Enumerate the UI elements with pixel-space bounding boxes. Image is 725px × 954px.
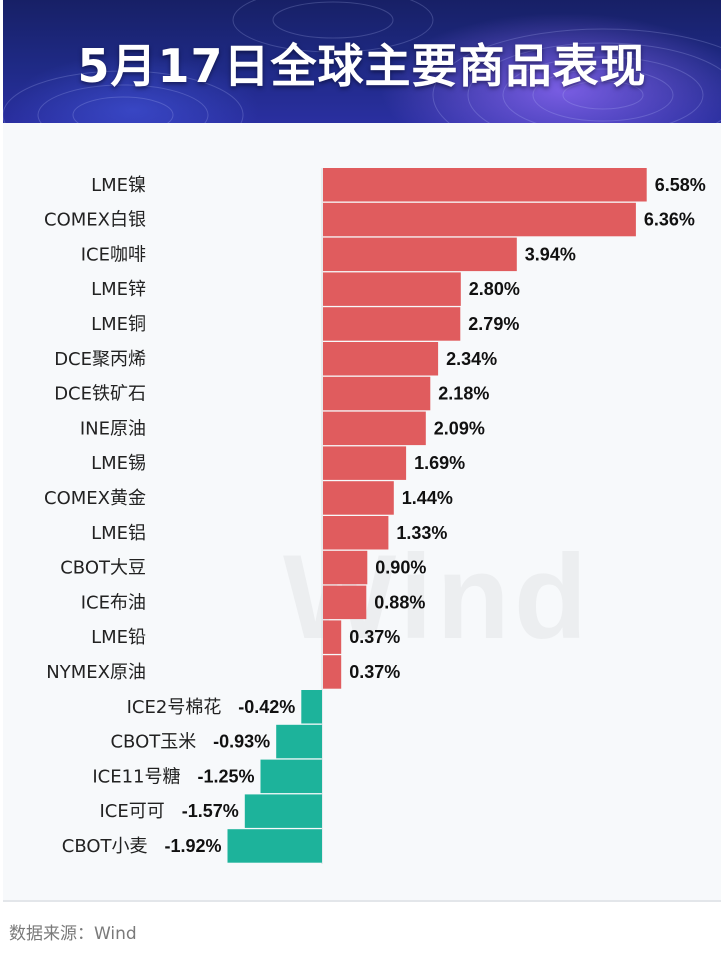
category-label: COMEX黄金 [44,488,146,509]
value-label: 1.33% [396,523,447,543]
value-label: -0.42% [238,697,295,717]
category-label: COMEX白银 [44,210,146,231]
category-label: LME铅 [91,627,146,648]
bar [323,376,431,411]
category-label: CBOT玉米 [110,732,196,753]
value-label: 0.90% [375,558,426,578]
bar [323,307,461,341]
value-label: 0.37% [349,627,400,647]
bar-chart: LME镍 6.58% COMEX白银 6.36% ICE咖啡 3.94% LME锌 2.80%… [44,168,706,864]
category-label: ICE布油 [81,592,146,613]
category-label: DCE聚丙烯 [54,349,146,370]
bar [323,550,368,585]
source-note: 数据来源：Wind [9,924,137,944]
category-label: INE原油 [80,418,146,439]
category-label: NYMEX原油 [46,662,146,683]
value-label: -0.93% [213,732,270,752]
bar [227,829,322,863]
value-label: 6.58% [655,175,706,195]
category-label: LME锌 [91,279,146,300]
category-label: LME镍 [91,175,146,196]
header-banner: 5月17日全球主要商品表现 [3,0,721,123]
value-label: 0.88% [374,592,425,612]
category-label: LME锡 [91,453,146,474]
bar [260,759,322,794]
bar [323,481,394,515]
bar [323,411,426,446]
bar [323,620,342,654]
bar [323,655,342,689]
value-label: 2.18% [438,384,489,404]
page-title: 5月17日全球主要商品表现 [77,39,647,93]
value-label: 2.34% [446,349,497,369]
bar [323,202,636,237]
bar [244,794,322,828]
category-label: ICE可可 [100,801,165,822]
value-label: 1.44% [402,488,453,508]
bar [276,724,322,759]
category-label: CBOT大豆 [60,558,146,579]
bar [323,272,461,306]
category-label: ICE11号糖 [92,766,180,787]
category-label: LME铝 [91,523,146,544]
value-label: 2.79% [468,314,519,334]
bar [323,168,647,202]
category-label: ICE2号棉花 [127,697,222,718]
value-label: -1.57% [182,801,239,821]
value-label: 3.94% [525,244,576,264]
bar [323,516,389,550]
bar [301,690,322,724]
category-label: LME铜 [91,314,146,335]
value-label: -1.25% [197,766,254,786]
value-label: 1.69% [414,453,465,473]
value-label: 0.37% [349,662,400,682]
value-label: 2.09% [434,418,485,438]
bar [323,585,367,620]
bar [323,237,517,272]
category-label: DCE铁矿石 [54,384,146,405]
value-label: 6.36% [644,210,695,230]
value-label: 2.80% [469,279,520,299]
value-label: -1.92% [164,836,221,856]
bar [323,446,407,480]
bar [323,342,439,376]
chart-panel: Wind LME镍6.58%COMEX白银6.36%ICE咖啡3.94%LME锌… [3,123,721,902]
category-label: CBOT小麦 [62,836,148,857]
category-label: ICE咖啡 [81,244,146,265]
topographic-pattern [3,0,721,123]
